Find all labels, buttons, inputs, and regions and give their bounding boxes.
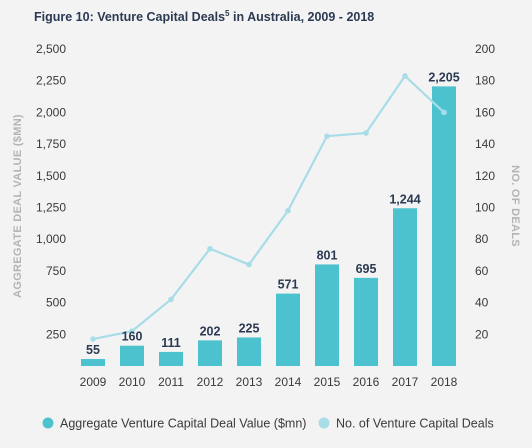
x-tick-label: 2009 <box>80 375 107 389</box>
x-axis: 2009 2010 2011 2012 2013 2014 2015 2016 2017 2018 <box>80 375 458 389</box>
x-tick-label: 2010 <box>119 375 146 389</box>
bar-value-label: 571 <box>278 278 299 292</box>
line-point <box>207 245 213 252</box>
bar <box>120 345 144 366</box>
legend-swatch-bars <box>42 417 54 429</box>
right-tick-label: 100 <box>475 201 495 215</box>
line-point <box>285 207 291 214</box>
bar <box>393 208 417 366</box>
legend-item-line: No. of Venture Capital Deals <box>318 417 494 431</box>
legend: Aggregate Venture Capital Deal Value ($m… <box>42 417 494 431</box>
right-tick-label: 80 <box>475 232 489 246</box>
bar-value-label: 111 <box>161 336 181 350</box>
bar-value-label: 225 <box>239 321 260 335</box>
bar <box>159 351 183 366</box>
line-point <box>90 336 96 342</box>
bar-value-label: 801 <box>317 248 338 262</box>
line-point <box>324 133 330 139</box>
line-series <box>90 73 447 342</box>
left-tick-label: 2,000 <box>36 105 66 119</box>
right-tick-label: 140 <box>475 137 495 151</box>
left-tick-label: 2,500 <box>36 42 66 56</box>
line-point <box>168 296 174 303</box>
bar <box>276 293 300 366</box>
line-point <box>129 328 135 334</box>
chart-title: Figure 10: Venture Capital Deals5 in Aus… <box>34 9 374 24</box>
x-tick-label: 2017 <box>392 375 419 389</box>
line-point <box>441 109 447 116</box>
left-tick-label: 1,750 <box>36 137 66 151</box>
left-axis: 250 500 750 1,000 1,250 1,500 1,750 2,000 2,250 2… <box>36 42 66 341</box>
bar-value-label: 55 <box>86 343 100 357</box>
legend-label-bars: Aggregate Venture Capital Deal Value ($m… <box>60 417 306 431</box>
right-axis-title: NO. OF DEALS <box>509 165 521 247</box>
legend-label-line: No. of Venture Capital Deals <box>336 417 494 431</box>
left-tick-label: 1,250 <box>36 201 66 215</box>
left-tick-label: 250 <box>46 327 66 341</box>
bar <box>81 359 105 366</box>
bar-series <box>81 86 456 366</box>
x-tick-label: 2018 <box>431 375 458 389</box>
left-axis-title: AGGREGATE DEAL VALUE ($MN) <box>12 114 24 298</box>
bar <box>354 277 378 366</box>
left-tick-label: 1,000 <box>36 232 66 246</box>
bar <box>315 264 339 366</box>
bar-value-label: 2,205 <box>428 70 459 84</box>
left-tick-label: 2,250 <box>36 74 66 88</box>
legend-item-bars: Aggregate Venture Capital Deal Value ($m… <box>42 417 306 431</box>
bar <box>198 340 222 366</box>
right-tick-label: 120 <box>475 169 495 183</box>
bar <box>237 337 261 366</box>
bar-value-label: 1,244 <box>389 192 420 206</box>
bar-value-label: 695 <box>356 262 377 276</box>
bar-value-label: 160 <box>122 330 143 344</box>
x-tick-label: 2014 <box>275 375 302 389</box>
x-tick-label: 2011 <box>158 375 184 389</box>
right-tick-label: 20 <box>475 327 489 341</box>
left-tick-label: 500 <box>46 296 66 310</box>
line-point <box>246 261 252 268</box>
x-tick-label: 2013 <box>236 375 263 389</box>
right-tick-label: 160 <box>475 105 495 119</box>
bar-value-label: 202 <box>200 324 221 338</box>
x-tick-label: 2012 <box>197 375 224 389</box>
line-point <box>363 130 369 136</box>
legend-swatch-line <box>318 417 330 429</box>
right-tick-label: 180 <box>475 74 495 88</box>
line-point <box>402 73 408 79</box>
chart-title-superscript: 5 <box>225 9 230 18</box>
right-tick-label: 60 <box>475 264 489 278</box>
right-tick-label: 200 <box>475 42 495 56</box>
left-tick-label: 750 <box>46 264 66 278</box>
right-axis: 20 40 60 80 100 120 140 160 180 200 <box>475 42 495 341</box>
line-path <box>91 74 446 341</box>
x-tick-label: 2015 <box>314 375 341 389</box>
bar-data-labels: 55 160 111 202 225 571 801 695 1,244 2,205 <box>86 70 460 357</box>
x-tick-label: 2016 <box>353 375 380 389</box>
left-tick-label: 1,500 <box>36 169 66 183</box>
bar <box>432 86 456 366</box>
right-tick-label: 40 <box>475 296 489 310</box>
